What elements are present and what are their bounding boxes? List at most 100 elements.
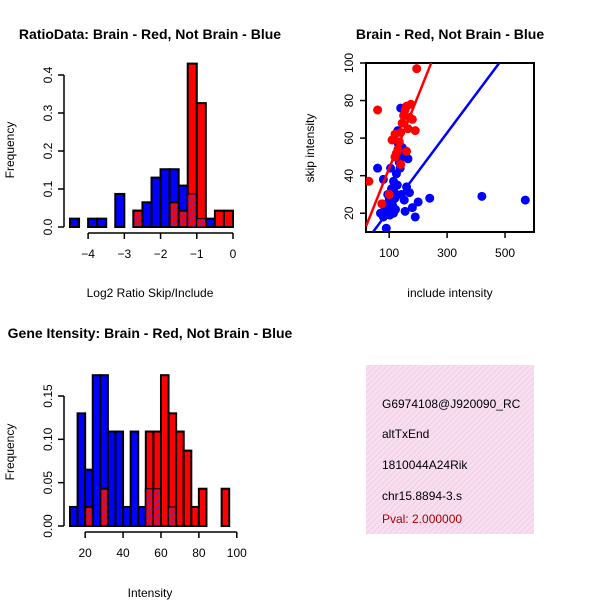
blue-bar xyxy=(141,201,153,229)
info-panel: G6974108@J920090_RC altTxEnd 1810044A24R… xyxy=(366,365,534,534)
overlap-bar xyxy=(187,193,198,228)
blue-bar xyxy=(150,176,162,229)
ratio-histogram-plot: 0.0 0.1 0.2 0.3 0.4 −4 −3 −2 −1 0 xyxy=(41,62,237,261)
blue-bar xyxy=(87,217,99,228)
blue-point xyxy=(407,203,417,213)
gene-intensity-ylabel: Frequency xyxy=(3,424,17,481)
blue-point xyxy=(520,195,530,205)
x-tick-label: 100 xyxy=(227,546,247,560)
overlap-bar xyxy=(196,218,207,228)
blue-bar xyxy=(137,505,147,527)
y-tick-label: 40 xyxy=(342,169,356,183)
gene-intensity-xlabel: Intensity xyxy=(128,586,173,600)
scatter-plot: 20 40 60 80 100 100 300 500 xyxy=(342,53,535,260)
scatter-title: Brain - Red, Not Brain - Blue xyxy=(356,26,544,42)
blue-point xyxy=(404,188,414,198)
x-tick-label: 500 xyxy=(495,246,515,260)
red-point xyxy=(373,105,383,115)
red-point xyxy=(412,64,422,74)
blue-point xyxy=(373,163,383,173)
blue-bar xyxy=(69,217,81,228)
blue-bar xyxy=(106,430,117,527)
x-tick-label: 60 xyxy=(154,546,168,560)
overlap-bar xyxy=(145,488,154,527)
y-tick-label: 0.3 xyxy=(41,104,55,121)
gene-intensity-plot: 0.00 0.05 0.10 0.15 20 40 60 80 100 xyxy=(41,374,247,560)
blue-bar xyxy=(114,192,126,229)
scatter-ylabel: skip intensity xyxy=(303,114,317,183)
overlap-bar xyxy=(152,488,162,527)
plot-frame xyxy=(365,62,535,233)
overlap-bar xyxy=(99,487,109,528)
x-tick-label: −3 xyxy=(117,247,131,261)
y-tick-label: 0.00 xyxy=(41,514,55,538)
red-bar xyxy=(195,102,207,228)
blue-point xyxy=(400,206,410,216)
info-panel-background xyxy=(366,365,534,534)
y-tick-label: 20 xyxy=(342,206,356,220)
red-point xyxy=(402,146,412,156)
red-point xyxy=(396,159,406,169)
y-tick-label: 0.0 xyxy=(41,218,55,235)
x-tick-label: 80 xyxy=(192,546,206,560)
x-tick-label: −4 xyxy=(81,247,95,261)
blue-fit-line xyxy=(371,63,501,232)
y-tick-label: 60 xyxy=(342,131,356,145)
x-tick-label: −2 xyxy=(154,247,168,261)
blue-bar xyxy=(129,430,140,527)
blue-bar xyxy=(69,505,79,527)
x-tick-label: 300 xyxy=(437,246,457,260)
probe-id-text: G6974108@J920090_RC xyxy=(382,397,521,411)
blue-point xyxy=(425,193,435,203)
scatter-xlabel: include intensity xyxy=(407,286,492,300)
blue-point xyxy=(477,191,487,201)
red-point xyxy=(366,176,374,186)
pval-text: Pval: 2.000000 xyxy=(382,512,462,526)
red-bar xyxy=(197,487,208,528)
gene-intensity-title: Gene Itensity: Brain - Red, Not Brain - … xyxy=(8,325,293,341)
red-point xyxy=(397,118,407,128)
blue-bar xyxy=(91,374,102,528)
blue-point xyxy=(389,208,399,218)
red-bar xyxy=(182,449,193,528)
overlap-bar xyxy=(168,201,180,229)
y-tick-label: 0.2 xyxy=(41,142,55,159)
x-tick-label: 20 xyxy=(78,546,92,560)
red-point xyxy=(384,189,394,199)
ratio-histogram-xlabel: Log2 Ratio Skip/Include xyxy=(87,286,214,300)
red-point xyxy=(410,126,420,136)
blue-bar xyxy=(204,217,216,228)
intensity-scatter-panel: Brain - Red, Not Brain - Blue include in… xyxy=(303,26,544,300)
overlap-bar xyxy=(132,209,144,229)
blue-point xyxy=(392,180,402,190)
y-tick-label: 0.10 xyxy=(41,427,55,451)
x-tick-label: 100 xyxy=(379,246,399,260)
location-text: chr15.8894-3.s xyxy=(382,489,462,503)
ratio-histogram-ylabel: Frequency xyxy=(3,122,17,179)
red-bar xyxy=(190,505,200,527)
red-fit-line xyxy=(366,63,433,227)
gene-name-text: 1810044A24Rik xyxy=(382,458,468,472)
blue-bar xyxy=(159,168,171,229)
y-tick-label: 0.4 xyxy=(41,66,55,83)
blue-bar xyxy=(96,217,108,228)
x-tick-label: 0 xyxy=(230,247,237,261)
gene-intensity-histogram-panel: Gene Itensity: Brain - Red, Not Brain - … xyxy=(3,325,293,600)
red-point xyxy=(377,199,387,209)
red-bar xyxy=(213,209,225,229)
scatter-marks xyxy=(366,63,530,232)
y-tick-label: 100 xyxy=(342,53,356,73)
blue-point xyxy=(410,212,420,222)
y-tick-label: 0.05 xyxy=(41,471,55,495)
blue-bar xyxy=(122,505,132,527)
red-bar xyxy=(159,374,170,528)
overlap-bar xyxy=(168,506,177,527)
ratio-histogram-panel: RatioData: Brain - Red, Not Brain - Blue… xyxy=(3,26,281,300)
blue-bar xyxy=(76,412,87,528)
red-bar xyxy=(175,430,185,527)
event-type-text: altTxEnd xyxy=(382,427,429,441)
overlap-bar xyxy=(177,209,189,229)
blue-bar xyxy=(114,430,125,527)
ratio-histogram-title: RatioData: Brain - Red, Not Brain - Blue xyxy=(19,26,281,42)
